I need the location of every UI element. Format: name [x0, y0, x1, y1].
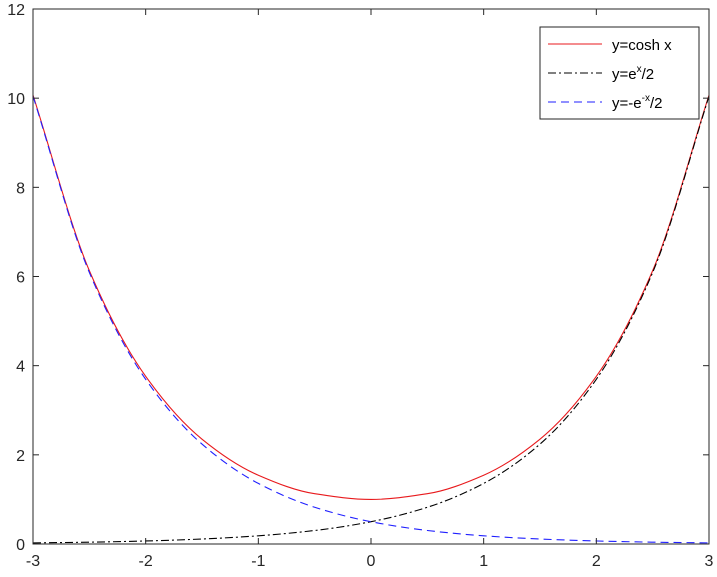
y-tick-label: 0 [16, 537, 25, 554]
series-line-exp-half [32, 96, 710, 544]
x-tick-label: 3 [705, 553, 714, 570]
legend-label-tail: /2 [642, 66, 655, 83]
legend-label: y=ex/2 [612, 64, 654, 83]
y-tick-label: 8 [16, 180, 25, 197]
legend-label-base: y=e [612, 66, 637, 83]
legend-label-tail: /2 [650, 95, 663, 112]
y-tick-label: 10 [7, 91, 25, 108]
x-tick-label: 0 [367, 553, 376, 570]
x-tick-label: -3 [26, 553, 40, 570]
x-tick-label: -2 [139, 553, 153, 570]
x-tick-label: -1 [251, 553, 265, 570]
legend-label-base: y=cosh x [612, 37, 672, 54]
legend-label: y=cosh x [612, 37, 672, 54]
series-layer [32, 94, 710, 544]
legend-label-base: y=-e [612, 95, 642, 112]
x-tick-label: 2 [592, 553, 601, 570]
series-line-neg-exp-half [32, 96, 710, 544]
x-tick-label: 1 [479, 553, 488, 570]
legend-label-superscript: -x [642, 93, 650, 104]
y-tick-label: 12 [7, 2, 25, 19]
legend-label-superscript: x [637, 64, 642, 75]
y-tick-label: 6 [16, 270, 25, 287]
legend: y=cosh xy=ex/2y=-e-x/2 [539, 26, 700, 120]
y-tick-label: 2 [16, 448, 25, 465]
series-line-cosh [32, 94, 710, 500]
legend-label: y=-e-x/2 [612, 93, 662, 112]
y-tick-label: 4 [16, 359, 25, 376]
